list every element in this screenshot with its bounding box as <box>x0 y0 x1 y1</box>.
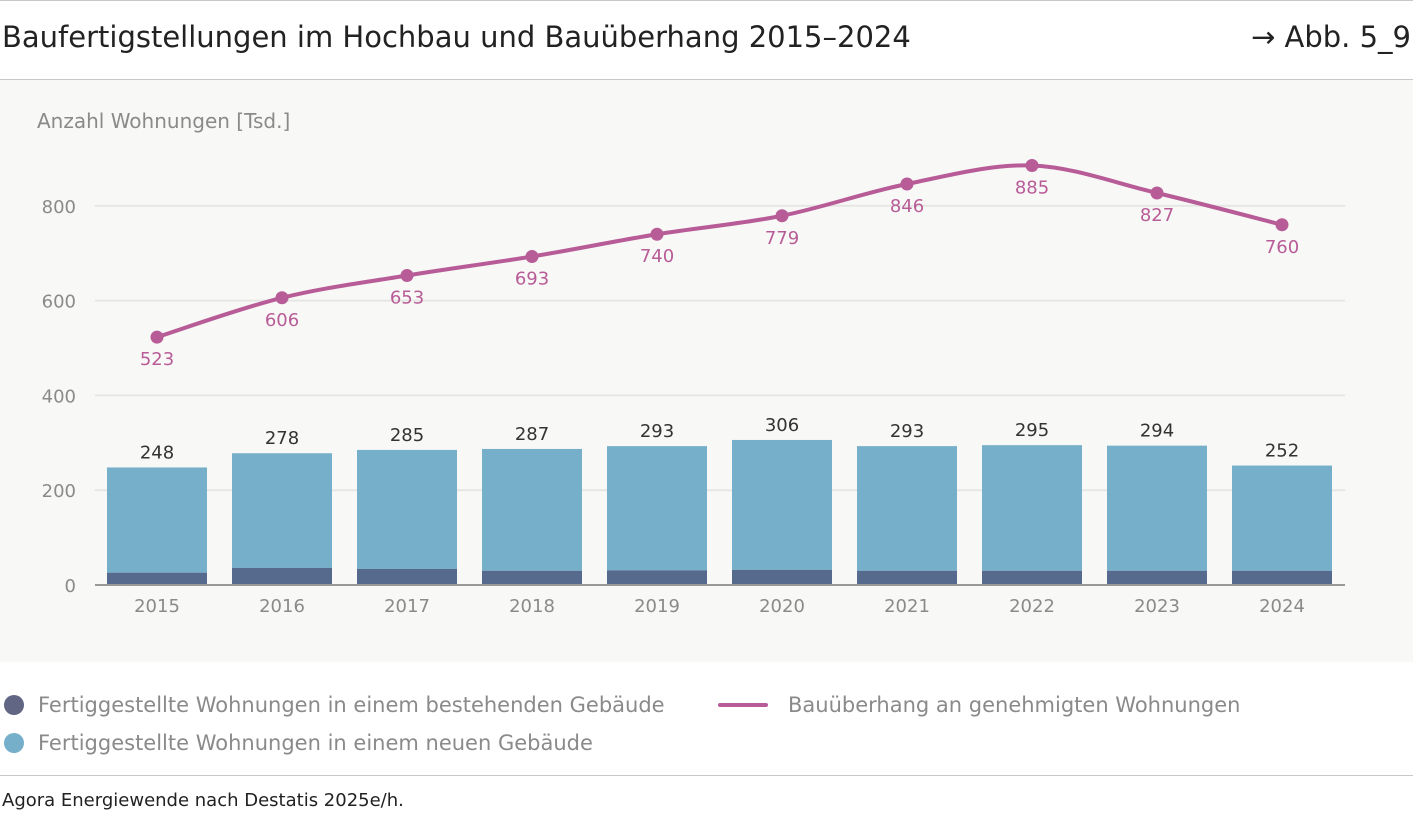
bar-total-label: 295 <box>1015 420 1049 441</box>
line-value-label: 885 <box>1015 178 1049 199</box>
line-point <box>1275 218 1289 232</box>
x-tick-label: 2015 <box>134 596 180 617</box>
bar-total-label: 287 <box>515 424 549 445</box>
line-value-label: 653 <box>390 287 424 308</box>
bar-new-building <box>732 439 832 570</box>
bar-total-label: 252 <box>1265 441 1299 462</box>
y-tick-label: 0 <box>65 576 76 597</box>
line-point <box>150 330 164 344</box>
legend-label: Fertiggestellte Wohnungen in einem neuen… <box>38 731 593 755</box>
source-note: Agora Energiewende nach Destatis 2025e/h… <box>2 790 404 811</box>
x-tick-label: 2017 <box>384 596 430 617</box>
line-point <box>1025 159 1039 173</box>
y-tick-label: 600 <box>42 292 76 313</box>
line-value-label: 779 <box>765 228 799 249</box>
y-tick-label: 200 <box>42 481 76 502</box>
footer-rule <box>0 775 1413 776</box>
x-tick-label: 2024 <box>1259 596 1305 617</box>
legend-item-existing: Fertiggestellte Wohnungen in einem beste… <box>4 693 665 717</box>
line-overhang <box>156 163 1283 340</box>
bar-new-building <box>1232 465 1332 571</box>
legend-item-overhang: Bauüberhang an genehmigten Wohnungen <box>718 693 1240 717</box>
bar-existing-building <box>607 570 707 585</box>
bar-new-building <box>357 449 457 569</box>
bar-total-label: 306 <box>765 415 799 436</box>
bar-total-label: 285 <box>390 425 424 446</box>
figure-reference: → Abb. 5_9 <box>1250 20 1411 54</box>
bar-new-building <box>482 448 582 571</box>
bar-existing-building <box>1107 570 1207 585</box>
x-tick-label: 2020 <box>759 596 805 617</box>
top-rule <box>0 0 1413 1</box>
bar-total-label: 293 <box>890 421 924 442</box>
line-value-label: 693 <box>515 269 549 290</box>
header-rule <box>0 79 1413 80</box>
bar-total-label: 293 <box>640 421 674 442</box>
bar-total-label: 294 <box>1140 421 1174 442</box>
bar-new-building <box>1107 445 1207 571</box>
bar-existing-building <box>732 569 832 585</box>
line-value-label: 606 <box>265 310 299 331</box>
line-point <box>900 177 914 191</box>
x-tick-label: 2016 <box>259 596 305 617</box>
chart-title: Baufertigstellungen im Hochbau und Bauüb… <box>2 20 911 54</box>
line-value-label: 760 <box>1265 237 1299 258</box>
bar-new-building <box>857 446 957 571</box>
bar-total-label: 248 <box>140 442 174 463</box>
bar-total-label: 278 <box>265 428 299 449</box>
y-tick-label: 800 <box>42 197 76 218</box>
line-value-label: 740 <box>640 246 674 267</box>
line-point <box>775 209 789 223</box>
x-tick-label: 2019 <box>634 596 680 617</box>
x-tick-label: 2021 <box>884 596 930 617</box>
bar-new-building <box>607 446 707 571</box>
bar-existing-building <box>1232 570 1332 585</box>
bar-new-building <box>982 445 1082 571</box>
x-tick-label: 2022 <box>1009 596 1055 617</box>
line-value-label: 523 <box>140 349 174 370</box>
bar-new-building <box>107 467 207 573</box>
x-tick-label: 2018 <box>509 596 555 617</box>
line-point <box>650 227 664 241</box>
x-tick-label: 2023 <box>1134 596 1180 617</box>
legend-swatch <box>718 703 768 707</box>
bar-existing-building <box>482 570 582 585</box>
line-point <box>275 291 289 305</box>
legend-label: Bauüberhang an genehmigten Wohnungen <box>788 693 1241 717</box>
bar-existing-building <box>107 572 207 585</box>
bar-existing-building <box>857 570 957 585</box>
y-tick-label: 400 <box>42 386 76 407</box>
line-value-label: 846 <box>890 196 924 217</box>
line-value-label: 827 <box>1140 205 1174 226</box>
legend-swatch <box>4 695 24 715</box>
legend-item-new: Fertiggestellte Wohnungen in einem neuen… <box>4 731 593 755</box>
line-point <box>400 268 414 282</box>
legend-swatch <box>4 733 24 753</box>
y-axis-label: Anzahl Wohnungen [Tsd.] <box>37 109 290 133</box>
line-point <box>525 250 539 264</box>
line-point <box>1150 186 1164 200</box>
bar-existing-building <box>232 567 332 585</box>
bar-existing-building <box>357 568 457 585</box>
bar-existing-building <box>982 570 1082 585</box>
bar-new-building <box>232 453 332 568</box>
legend-label: Fertiggestellte Wohnungen in einem beste… <box>38 693 665 717</box>
